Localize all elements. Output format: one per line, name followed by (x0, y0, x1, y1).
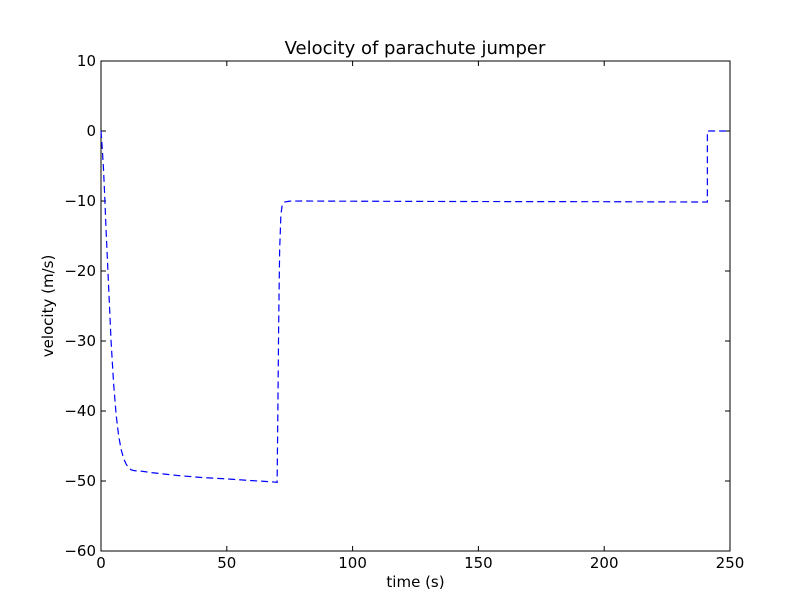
y-axis-label: velocity (m/s) (39, 255, 57, 358)
x-axis-label: time (s) (386, 573, 444, 591)
plot-frame (100, 60, 731, 552)
x-tick-label: 150 (464, 554, 493, 572)
y-tick-label: −20 (64, 262, 96, 280)
x-tick-label: 200 (590, 554, 619, 572)
y-tick-label: −60 (64, 542, 96, 560)
x-tick-label: 0 (96, 554, 106, 572)
x-tick-label: 250 (716, 554, 745, 572)
plot-area (100, 60, 731, 552)
y-tick-label: −10 (64, 192, 96, 210)
chart-title: Velocity of parachute jumper (285, 38, 546, 59)
y-tick-label: 10 (77, 52, 96, 70)
y-tick-label: 0 (86, 122, 96, 140)
x-tick-label: 100 (338, 554, 367, 572)
y-tick-label: −30 (64, 332, 96, 350)
y-tick-label: −50 (64, 472, 96, 490)
x-axis: 0 50 100 150 200 250 (96, 61, 744, 572)
velocity-series-line (100, 130, 730, 484)
x-tick-label: 50 (217, 554, 236, 572)
y-axis: −60 −50 −40 −30 −20 −10 0 10 (64, 52, 730, 560)
y-tick-label: −40 (64, 402, 96, 420)
